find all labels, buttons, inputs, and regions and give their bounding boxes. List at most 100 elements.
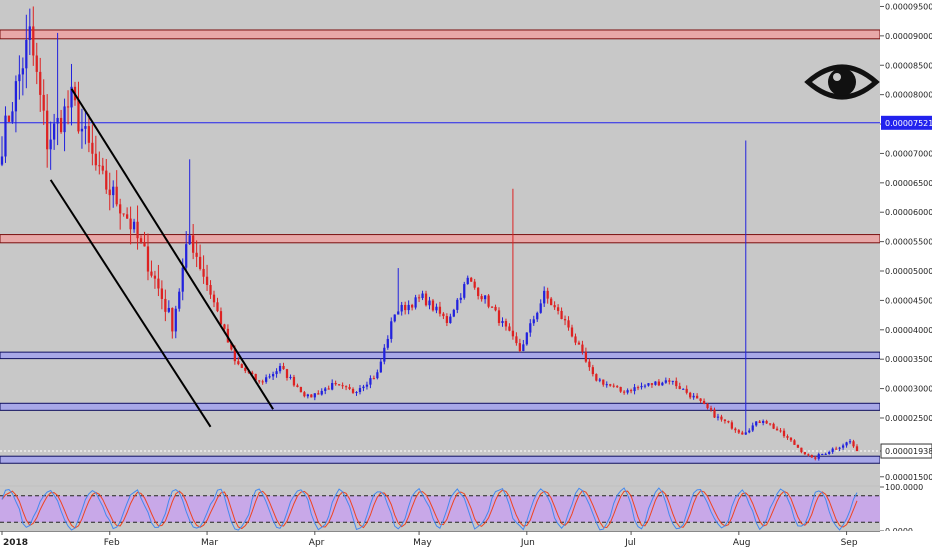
candle-body <box>98 165 101 167</box>
candle-body <box>324 388 327 391</box>
stochastic-panel[interactable] <box>0 487 880 531</box>
candle-body <box>664 380 667 383</box>
candle-body <box>306 394 309 397</box>
candle-body <box>303 392 306 397</box>
channel-lower-line[interactable] <box>49 179 212 428</box>
candle-body <box>689 392 692 398</box>
candle-body <box>835 448 838 450</box>
candle-body <box>567 320 570 328</box>
candle-body <box>459 297 462 300</box>
candle-body <box>0 156 4 165</box>
candle-body <box>786 436 789 438</box>
candle-body <box>772 423 775 429</box>
candle-body <box>737 430 740 433</box>
candle-body <box>254 373 257 381</box>
candle-body <box>536 312 539 320</box>
candle-body <box>504 321 508 327</box>
candle-body <box>181 267 184 292</box>
candle-body <box>164 298 167 312</box>
candle-body <box>417 297 421 299</box>
candle-body <box>171 307 174 332</box>
channel-upper-line[interactable] <box>70 88 274 410</box>
candle-body <box>233 349 236 362</box>
candle-body <box>657 381 661 386</box>
candle-body <box>522 344 525 351</box>
candle-body <box>39 71 42 95</box>
candle-body <box>251 372 254 374</box>
level-price-badge <box>881 115 932 130</box>
candle-body <box>751 425 754 431</box>
price-tick-label: 0.00009000 <box>885 32 932 41</box>
candle-body <box>716 416 720 418</box>
candle-body <box>789 437 793 441</box>
candle-body <box>445 316 449 323</box>
candle-body <box>480 296 483 300</box>
candle-body <box>848 441 852 443</box>
candle-body <box>550 298 553 306</box>
candle-body <box>70 86 73 108</box>
candle-body <box>18 74 21 82</box>
support-zone[interactable] <box>0 402 881 411</box>
candle-body <box>139 238 143 242</box>
candle-body <box>414 297 417 308</box>
candle-body <box>21 68 24 75</box>
candle-body <box>855 446 859 452</box>
candle-body <box>348 387 351 389</box>
candle-body <box>588 361 591 368</box>
candle-body <box>268 376 271 378</box>
candle-body <box>525 332 528 345</box>
candle-body <box>278 365 282 372</box>
candle-body <box>768 423 772 425</box>
candle-body <box>153 275 157 279</box>
price-tick-label: 0.00001938 <box>885 447 932 456</box>
time-tick-label: Sep <box>841 538 858 548</box>
candle-body <box>709 408 713 410</box>
time-tick-label: 2018 <box>3 538 28 548</box>
candle-body <box>449 316 452 323</box>
candle-body <box>650 383 654 385</box>
candle-body <box>129 218 132 230</box>
support-zone[interactable] <box>0 351 881 360</box>
candle-body <box>720 416 723 420</box>
candle-body <box>344 386 348 388</box>
price-tick-label: 0.00003500 <box>885 355 932 364</box>
eye-icon[interactable] <box>804 64 880 100</box>
candle-body <box>838 447 841 449</box>
price-tick-label: 0.00001500 <box>885 473 932 482</box>
candle-body <box>692 395 695 398</box>
candle-body <box>532 319 535 324</box>
candle-body <box>556 307 560 311</box>
candle-body <box>271 374 275 377</box>
candle-body <box>150 271 153 276</box>
candle-body <box>261 381 264 383</box>
candle-body <box>355 392 358 394</box>
candle-body <box>59 117 63 133</box>
candle-body <box>317 393 320 395</box>
candle-body <box>699 398 702 401</box>
candle-body <box>379 361 382 373</box>
candle-body <box>390 321 393 339</box>
candle-body <box>529 323 532 333</box>
candle-body <box>678 386 681 389</box>
price-chart-panel[interactable] <box>0 0 881 487</box>
candle-body <box>501 321 504 324</box>
candle-body <box>285 369 289 378</box>
candle-body <box>84 126 87 129</box>
candle-body <box>258 380 261 382</box>
resistance-zone[interactable] <box>0 234 881 244</box>
time-axis-background <box>0 531 932 550</box>
candle-body <box>192 235 195 253</box>
candle-body <box>477 287 480 297</box>
candle-body <box>796 444 800 448</box>
candle-body <box>369 378 372 385</box>
candle-body <box>817 454 820 459</box>
candle-body <box>598 379 601 381</box>
support-zone[interactable] <box>0 455 881 464</box>
candle-body <box>511 330 515 337</box>
candle-body <box>351 388 355 393</box>
resistance-zone[interactable] <box>0 29 881 40</box>
candle-body <box>661 382 664 386</box>
candle-body <box>101 165 104 171</box>
candle-body <box>730 422 734 429</box>
candle-body <box>87 126 91 143</box>
